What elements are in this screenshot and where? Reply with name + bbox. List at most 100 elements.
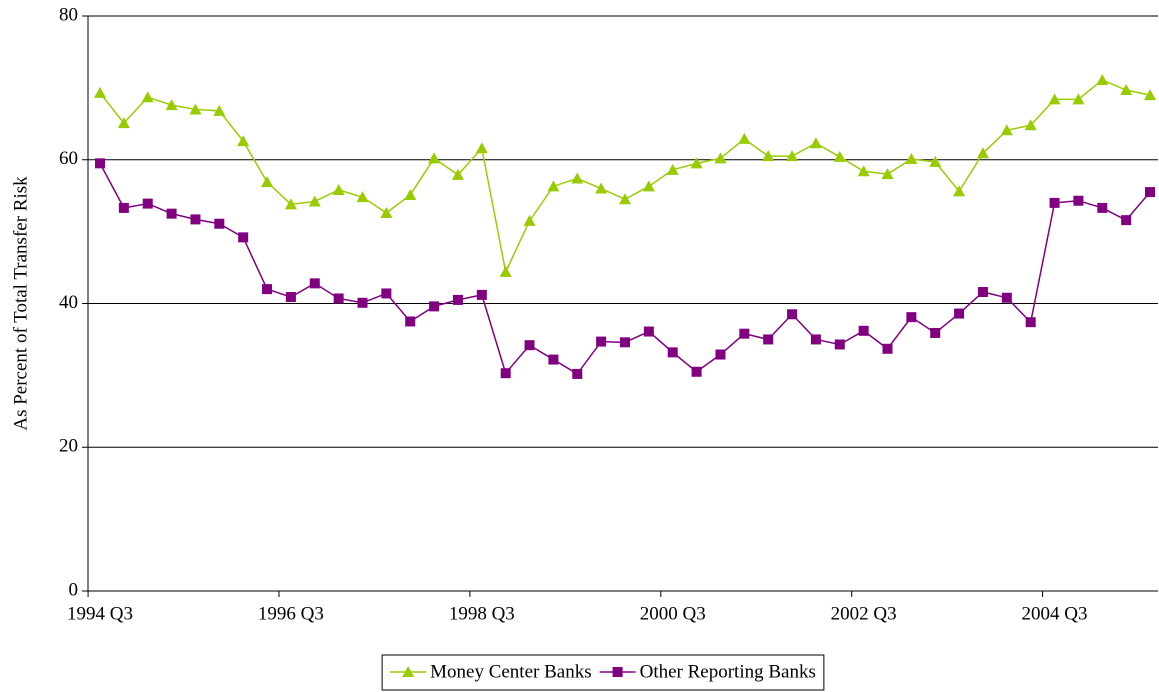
point	[405, 316, 416, 327]
point	[261, 176, 274, 188]
point	[402, 666, 415, 677]
point	[690, 157, 703, 169]
point	[523, 214, 536, 226]
point	[666, 163, 679, 175]
series-line	[99, 79, 1151, 275]
point	[954, 308, 965, 319]
point	[309, 278, 320, 289]
point	[930, 327, 941, 338]
x-tick-label: 2000 Q3	[640, 603, 706, 624]
x-tick-label: 2004 Q3	[1022, 603, 1088, 624]
point	[189, 103, 202, 115]
point	[571, 172, 584, 184]
point	[1097, 202, 1108, 213]
legend-item: Money Center Banks	[390, 661, 592, 682]
x-tick-label: 1996 Q3	[258, 603, 324, 624]
point	[94, 86, 106, 98]
point	[786, 150, 799, 162]
point	[500, 368, 511, 379]
point	[1025, 317, 1036, 328]
point	[284, 198, 297, 210]
point	[451, 168, 464, 180]
x-tick-label: 1998 Q3	[449, 603, 515, 624]
point	[141, 91, 154, 103]
point	[333, 293, 344, 304]
point	[428, 152, 441, 164]
point	[857, 165, 870, 177]
point	[1001, 292, 1012, 303]
point	[572, 368, 583, 379]
point	[452, 294, 463, 305]
point	[190, 214, 201, 225]
point	[612, 667, 623, 677]
point	[332, 183, 345, 195]
legend-label: Other Reporting Banks	[640, 661, 816, 682]
point	[953, 185, 966, 197]
x-tick-label: 2002 Q3	[831, 603, 897, 624]
y-tick-label: 0	[69, 579, 79, 600]
point	[429, 301, 440, 312]
legend: Money Center Banks Other Reporting Banks	[381, 654, 825, 691]
point	[1121, 215, 1132, 226]
point	[1049, 197, 1060, 208]
point	[787, 309, 798, 320]
point	[929, 155, 942, 167]
point	[810, 334, 821, 345]
point	[739, 328, 750, 339]
point	[142, 198, 153, 209]
y-tick-label: 60	[59, 148, 78, 169]
x-tick-label: 1994 Q3	[67, 603, 133, 624]
point	[1024, 119, 1037, 131]
point	[308, 195, 321, 207]
point	[1144, 89, 1156, 101]
point	[357, 297, 368, 308]
point	[165, 99, 178, 111]
point	[238, 232, 249, 243]
point	[738, 132, 751, 144]
point	[834, 339, 845, 350]
y-tick-label: 40	[59, 292, 78, 313]
point	[237, 135, 250, 147]
point	[976, 147, 989, 159]
point	[475, 142, 488, 154]
point	[763, 334, 774, 345]
point	[1073, 195, 1084, 206]
point	[285, 292, 296, 303]
point	[524, 340, 535, 351]
point	[547, 180, 560, 192]
point	[595, 182, 608, 194]
point	[1000, 124, 1013, 136]
point	[1120, 84, 1133, 96]
point	[715, 349, 726, 360]
point	[906, 312, 917, 323]
point	[117, 117, 130, 129]
point	[213, 104, 226, 116]
point	[548, 354, 559, 365]
point	[809, 137, 822, 149]
point	[977, 287, 988, 297]
point	[95, 158, 105, 169]
point	[642, 180, 655, 192]
legend-item: Other Reporting Banks	[599, 661, 816, 682]
point	[499, 265, 512, 277]
point	[596, 336, 607, 347]
point	[858, 325, 869, 336]
point	[882, 343, 893, 354]
point	[404, 188, 417, 200]
y-axis-label: As Percent of Total Transfer Risk	[10, 176, 31, 431]
point	[881, 168, 894, 180]
point	[1048, 93, 1061, 105]
legend-label: Money Center Banks	[430, 661, 591, 682]
point	[214, 218, 225, 229]
point	[905, 153, 918, 165]
point	[619, 193, 631, 205]
point	[166, 208, 177, 219]
y-tick-label: 20	[59, 436, 78, 457]
point	[762, 150, 775, 162]
point	[667, 347, 678, 358]
point	[380, 206, 393, 218]
point	[1072, 93, 1085, 105]
y-tick-label: 80	[59, 4, 78, 25]
